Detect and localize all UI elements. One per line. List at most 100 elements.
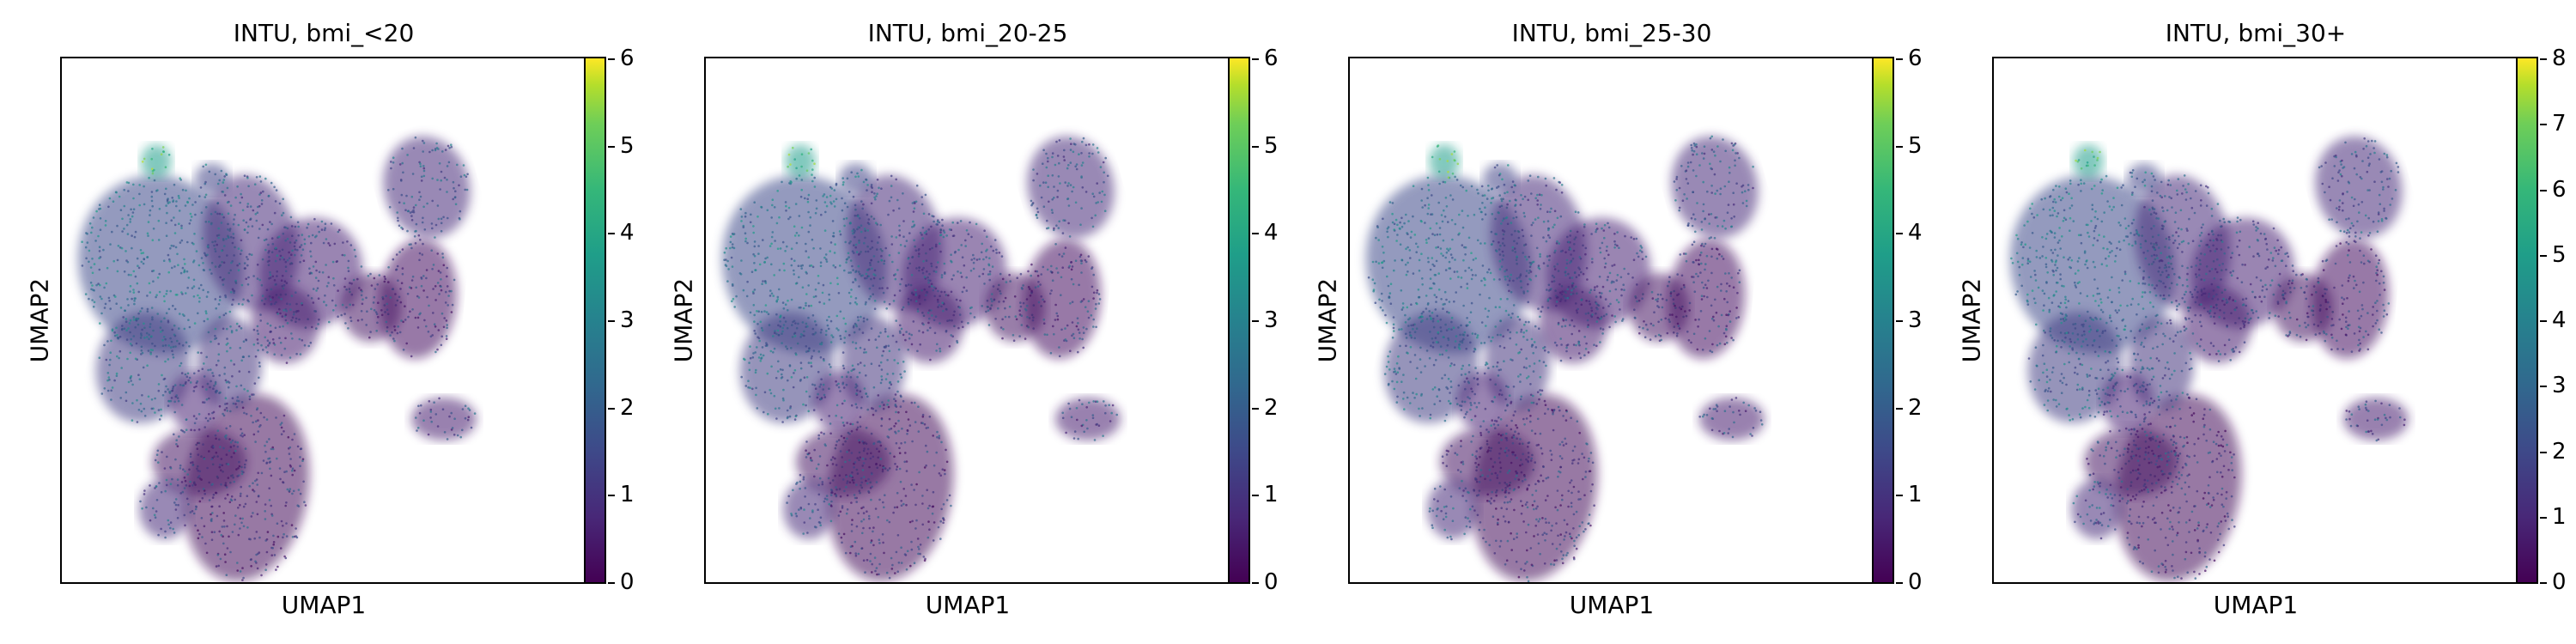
colorbar-tick: [1896, 145, 1903, 148]
x-axis-label: UMAP1: [2213, 591, 2299, 619]
cluster-15: [2073, 144, 2104, 179]
cluster-1: [1440, 428, 1534, 496]
x-axis-label: UMAP1: [925, 591, 1011, 619]
colorbar-tick-label: 5: [620, 132, 635, 159]
cluster-14: [2127, 163, 2161, 194]
colorbar-tick-label: 5: [2552, 241, 2567, 268]
cluster-12: [783, 479, 835, 539]
colorbar-tick-label: 0: [2552, 569, 2567, 595]
cluster-13: [1055, 398, 1121, 440]
umap-scatter: [2009, 136, 2409, 582]
colorbar-tick: [2540, 254, 2547, 257]
colorbar-tick: [608, 233, 615, 235]
cluster-9: [1671, 136, 1759, 239]
colorbar-tick: [2540, 582, 2547, 584]
cluster-6: [895, 286, 963, 363]
colorbar-tick: [2540, 124, 2547, 126]
colorbar-tick-label: 1: [2552, 503, 2567, 530]
y-axis-label: UMAP2: [25, 277, 54, 363]
colorbar-tick-label: 0: [1908, 569, 1923, 595]
colorbar-tick: [1896, 407, 1903, 410]
colorbar-tick-label: 2: [620, 394, 635, 421]
cluster-15: [141, 144, 172, 179]
colorbar-tick-label: 6: [1908, 46, 1923, 71]
panel-title: INTU, bmi_<20: [233, 19, 415, 47]
colorbar-tick-label: 8: [2552, 46, 2567, 71]
umap-scatter: [77, 136, 477, 582]
colorbar-tick-label: 3: [620, 307, 635, 333]
cluster-13: [1699, 398, 1765, 440]
cluster-3: [1383, 312, 1479, 423]
umap-panel-bmi-20-25: INTU, bmi_20-25 UMAP2 UMAP1 0 1 2 3 4 5 6: [644, 0, 1288, 644]
colorbar-tick-label: 6: [620, 46, 635, 71]
colorbar-tick-label: 1: [620, 482, 635, 508]
colorbar-tick: [2540, 320, 2547, 322]
umap-panel-bmi-25-30: INTU, bmi_25-30 UMAP2 UMAP1 0 1 2 3 4 5 6: [1288, 0, 1932, 644]
colorbar-tick: [1252, 582, 1259, 584]
colorbar: 0 1 2 3 4 5 6: [584, 47, 635, 593]
cluster-2: [77, 175, 244, 354]
scatter-plot-area: [1348, 57, 1875, 584]
colorbar-tick-label: 2: [2552, 438, 2567, 465]
cluster-15: [1429, 144, 1460, 179]
cluster-14: [839, 163, 873, 194]
colorbar-tick-label: 2: [1264, 394, 1279, 421]
colorbar-tick-label: 4: [620, 220, 635, 246]
colorbar-tick: [1252, 145, 1259, 148]
colorbar-tick-label: 7: [2552, 111, 2567, 137]
cluster-2: [1365, 175, 1532, 354]
colorbar-tick-label: 6: [1264, 46, 1279, 71]
cluster-8: [379, 239, 458, 359]
cluster-3: [739, 312, 835, 423]
colorbar-tick: [1252, 407, 1259, 410]
cluster-14: [195, 163, 229, 194]
colorbar-tick-label: 5: [1264, 132, 1279, 159]
umap-scatter: [721, 136, 1121, 582]
cluster-8: [2311, 239, 2390, 359]
umap-panel-bmi-under-20: INTU, bmi_<20 UMAP2 UMAP1 0 1 2 3 4 5 6: [0, 0, 644, 644]
colorbar-tick: [2540, 516, 2547, 519]
colorbar-tick: [2540, 451, 2547, 453]
cluster-9: [2315, 136, 2403, 239]
colorbar-tick: [608, 320, 615, 322]
colorbar-tick-label: 1: [1264, 482, 1279, 508]
umap-panel-bmi-30-plus: INTU, bmi_30+ UMAP2 UMAP1 0 1 2 3 4 5 6 7 8: [1932, 0, 2576, 644]
cluster-13: [411, 398, 477, 440]
y-axis-label: UMAP2: [1957, 277, 1986, 363]
colorbar-tick: [1896, 582, 1903, 584]
scatter-plot-area: [704, 57, 1231, 584]
colorbar-tick: [1252, 320, 1259, 322]
cluster-6: [251, 286, 319, 363]
panel-title: INTU, bmi_20-25: [867, 19, 1068, 47]
cluster-1: [2084, 428, 2178, 496]
colorbar-tick-label: 4: [1908, 220, 1923, 246]
colorbar: 0 1 2 3 4 5 6 7 8: [2516, 47, 2567, 593]
colorbar-tick: [1896, 495, 1903, 497]
cluster-8: [1667, 239, 1746, 359]
colorbar-tick: [608, 407, 615, 410]
colorbar: 0 1 2 3 4 5 6: [1872, 47, 1923, 593]
colorbar-tick-label: 4: [2552, 307, 2567, 333]
colorbar-tick-label: 0: [620, 569, 635, 595]
colorbar-tick-label: 3: [2552, 373, 2567, 399]
colorbar-tick: [608, 145, 615, 148]
cluster-9: [383, 136, 471, 239]
y-axis-label: UMAP2: [669, 277, 698, 363]
cluster-6: [2183, 286, 2251, 363]
colorbar-tick: [608, 58, 615, 60]
colorbar-tick: [1252, 495, 1259, 497]
cluster-12: [139, 479, 191, 539]
colorbar-tick: [1252, 233, 1259, 235]
colorbar: 0 1 2 3 4 5 6: [1228, 47, 1279, 593]
cluster-2: [721, 175, 888, 354]
colorbar-tick-label: 2: [1908, 394, 1923, 421]
cluster-11: [1457, 372, 1509, 432]
colorbar-tick-label: 0: [1264, 569, 1279, 595]
colorbar-tick-label: 3: [1908, 307, 1923, 333]
scatter-plot-area: [60, 57, 587, 584]
colorbar-tick: [1896, 320, 1903, 322]
y-axis-label: UMAP2: [1313, 277, 1342, 363]
colorbar-tick-label: 5: [1908, 132, 1923, 159]
colorbar-tick: [2540, 189, 2547, 191]
colorbar-tick: [1896, 233, 1903, 235]
